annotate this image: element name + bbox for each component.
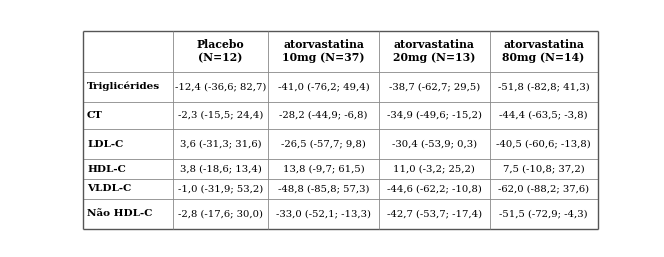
Text: -30,4 (-53,9; 0,3): -30,4 (-53,9; 0,3) xyxy=(392,140,477,149)
Text: Triglicérides: Triglicérides xyxy=(87,82,160,91)
Text: -42,7 (-53,7; -17,4): -42,7 (-53,7; -17,4) xyxy=(386,209,482,218)
Text: -2,3 (-15,5; 24,4): -2,3 (-15,5; 24,4) xyxy=(178,111,264,120)
Text: atorvastatina
80mg (N=14): atorvastatina 80mg (N=14) xyxy=(503,39,585,63)
Text: -2,8 (-17,6; 30,0): -2,8 (-17,6; 30,0) xyxy=(178,209,263,218)
Text: -28,2 (-44,9; -6,8): -28,2 (-44,9; -6,8) xyxy=(280,111,368,120)
Text: Não HDL-C: Não HDL-C xyxy=(87,209,153,218)
Text: -44,4 (-63,5; -3,8): -44,4 (-63,5; -3,8) xyxy=(499,111,588,120)
Text: atorvastatina
20mg (N=13): atorvastatina 20mg (N=13) xyxy=(393,39,475,63)
Text: CT: CT xyxy=(87,111,103,120)
Text: -40,5 (-60,6; -13,8): -40,5 (-60,6; -13,8) xyxy=(496,140,591,149)
Text: Placebo
(N=12): Placebo (N=12) xyxy=(197,39,244,63)
Text: 3,6 (-31,3; 31,6): 3,6 (-31,3; 31,6) xyxy=(180,140,262,149)
Text: 13,8 (-9,7; 61,5): 13,8 (-9,7; 61,5) xyxy=(283,164,365,173)
Text: -62,0 (-88,2; 37,6): -62,0 (-88,2; 37,6) xyxy=(498,185,589,194)
Text: -48,8 (-85,8; 57,3): -48,8 (-85,8; 57,3) xyxy=(278,185,369,194)
Text: -26,5 (-57,7; 9,8): -26,5 (-57,7; 9,8) xyxy=(281,140,366,149)
Text: -34,9 (-49,6; -15,2): -34,9 (-49,6; -15,2) xyxy=(386,111,481,120)
Text: atorvastatina
10mg (N=37): atorvastatina 10mg (N=37) xyxy=(282,39,365,63)
Text: -41,0 (-76,2; 49,4): -41,0 (-76,2; 49,4) xyxy=(278,82,369,91)
Text: 11,0 (-3,2; 25,2): 11,0 (-3,2; 25,2) xyxy=(393,164,475,173)
Text: LDL-C: LDL-C xyxy=(87,140,124,149)
Text: -44,6 (-62,2; -10,8): -44,6 (-62,2; -10,8) xyxy=(386,185,481,194)
Text: 7,5 (-10,8; 37,2): 7,5 (-10,8; 37,2) xyxy=(503,164,584,173)
Text: -33,0 (-52,1; -13,3): -33,0 (-52,1; -13,3) xyxy=(276,209,371,218)
Text: -51,8 (-82,8; 41,3): -51,8 (-82,8; 41,3) xyxy=(498,82,590,91)
Text: -51,5 (-72,9; -4,3): -51,5 (-72,9; -4,3) xyxy=(499,209,588,218)
Text: -12,4 (-36,6; 82,7): -12,4 (-36,6; 82,7) xyxy=(175,82,266,91)
Text: -38,7 (-62,7; 29,5): -38,7 (-62,7; 29,5) xyxy=(388,82,480,91)
Text: VLDL-C: VLDL-C xyxy=(87,185,131,194)
Text: -1,0 (-31,9; 53,2): -1,0 (-31,9; 53,2) xyxy=(178,185,264,194)
Text: 3,8 (-18,6; 13,4): 3,8 (-18,6; 13,4) xyxy=(180,164,262,173)
Text: HDL-C: HDL-C xyxy=(87,164,126,173)
